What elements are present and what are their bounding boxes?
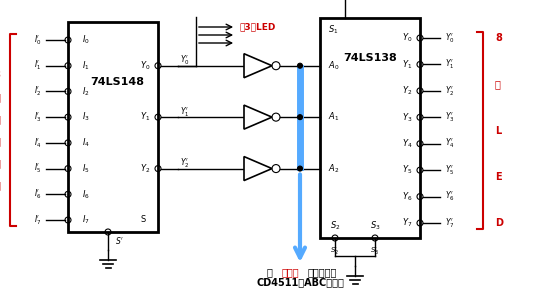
Text: $I_4$: $I_4$ — [82, 137, 90, 149]
Bar — [68, 22, 158, 232]
Text: $Y_2$: $Y_2$ — [402, 85, 412, 97]
Text: $I_0'$: $I_0'$ — [34, 33, 42, 47]
Text: $Y_1'$: $Y_1'$ — [180, 105, 190, 119]
Text: CD4511的ABC输入端: CD4511的ABC输入端 — [256, 277, 344, 287]
Text: $I_6'$: $I_6'$ — [34, 187, 42, 201]
Text: $Y_1$: $Y_1$ — [140, 111, 150, 123]
Text: 数码管: 数码管 — [281, 267, 299, 277]
Text: 74LS138: 74LS138 — [343, 53, 397, 63]
Text: $Y_0$: $Y_0$ — [140, 59, 150, 72]
Text: $A_1$: $A_1$ — [328, 111, 339, 123]
Polygon shape — [244, 54, 272, 78]
Text: $I_2'$: $I_2'$ — [34, 85, 42, 98]
Text: 接3个LED: 接3个LED — [240, 23, 276, 31]
Text: $I_5'$: $I_5'$ — [34, 162, 42, 175]
Text: $Y_2'$: $Y_2'$ — [445, 84, 455, 98]
Text: $A_2$: $A_2$ — [328, 162, 339, 175]
Text: $I_6$: $I_6$ — [82, 188, 90, 200]
Text: D: D — [495, 218, 503, 228]
Text: $Y_1'$: $Y_1'$ — [445, 58, 455, 71]
Text: $Y_5$: $Y_5$ — [402, 164, 412, 176]
Text: L: L — [495, 126, 501, 135]
Text: $S_2$: $S_2$ — [330, 220, 340, 232]
Text: $Y_7'$: $Y_7'$ — [445, 216, 455, 230]
Text: $Y_0'$: $Y_0'$ — [180, 54, 190, 67]
Text: $Y_4'$: $Y_4'$ — [445, 137, 455, 151]
Text: $Y_0$: $Y_0$ — [402, 32, 412, 44]
Text: 74LS148: 74LS148 — [90, 77, 144, 87]
Circle shape — [297, 115, 302, 120]
Text: $I_7'$: $I_7'$ — [34, 213, 42, 227]
Polygon shape — [244, 105, 272, 129]
Text: E: E — [495, 172, 502, 182]
Text: 个: 个 — [495, 79, 501, 89]
Text: $Y_3$: $Y_3$ — [402, 111, 412, 124]
Text: $Y_0'$: $Y_0'$ — [445, 31, 455, 45]
Text: 接: 接 — [266, 267, 272, 277]
Text: $I_4'$: $I_4'$ — [34, 136, 42, 150]
Text: 8: 8 — [495, 33, 502, 43]
Text: $I_7$: $I_7$ — [82, 214, 90, 226]
Text: $S_3$: $S_3$ — [370, 220, 380, 232]
Text: $I_1'$: $I_1'$ — [34, 59, 42, 72]
Text: $S_3'$: $S_3'$ — [370, 246, 380, 258]
Text: $Y_3'$: $Y_3'$ — [445, 110, 455, 124]
Text: S: S — [140, 216, 145, 225]
Text: $A_0$: $A_0$ — [328, 59, 340, 72]
Text: $Y_2'$: $Y_2'$ — [180, 157, 190, 170]
Text: $Y_2$: $Y_2$ — [140, 162, 150, 175]
Text: 显示译码器: 显示译码器 — [307, 267, 337, 277]
Text: $Y_6$: $Y_6$ — [402, 190, 412, 203]
Text: $I_0$: $I_0$ — [82, 34, 90, 46]
Polygon shape — [244, 157, 272, 181]
Text: $Y_5'$: $Y_5'$ — [445, 163, 455, 177]
Text: $Y_7$: $Y_7$ — [402, 217, 412, 229]
Text: $Y_1$: $Y_1$ — [402, 58, 412, 71]
Text: $S'$: $S'$ — [115, 235, 124, 246]
Text: $I_2$: $I_2$ — [82, 85, 89, 98]
Text: $I_5$: $I_5$ — [82, 162, 90, 175]
Text: $I_1$: $I_1$ — [82, 59, 89, 72]
Bar — [320, 18, 420, 238]
Circle shape — [297, 63, 302, 68]
Text: $S_2'$: $S_2'$ — [330, 246, 340, 258]
Circle shape — [297, 166, 302, 171]
Text: $S_1$: $S_1$ — [328, 24, 339, 36]
Text: $Y_4$: $Y_4$ — [402, 138, 412, 150]
Text: $I_3'$: $I_3'$ — [34, 110, 42, 124]
Text: $Y_6'$: $Y_6'$ — [445, 190, 455, 203]
Text: $I_3$: $I_3$ — [82, 111, 90, 123]
